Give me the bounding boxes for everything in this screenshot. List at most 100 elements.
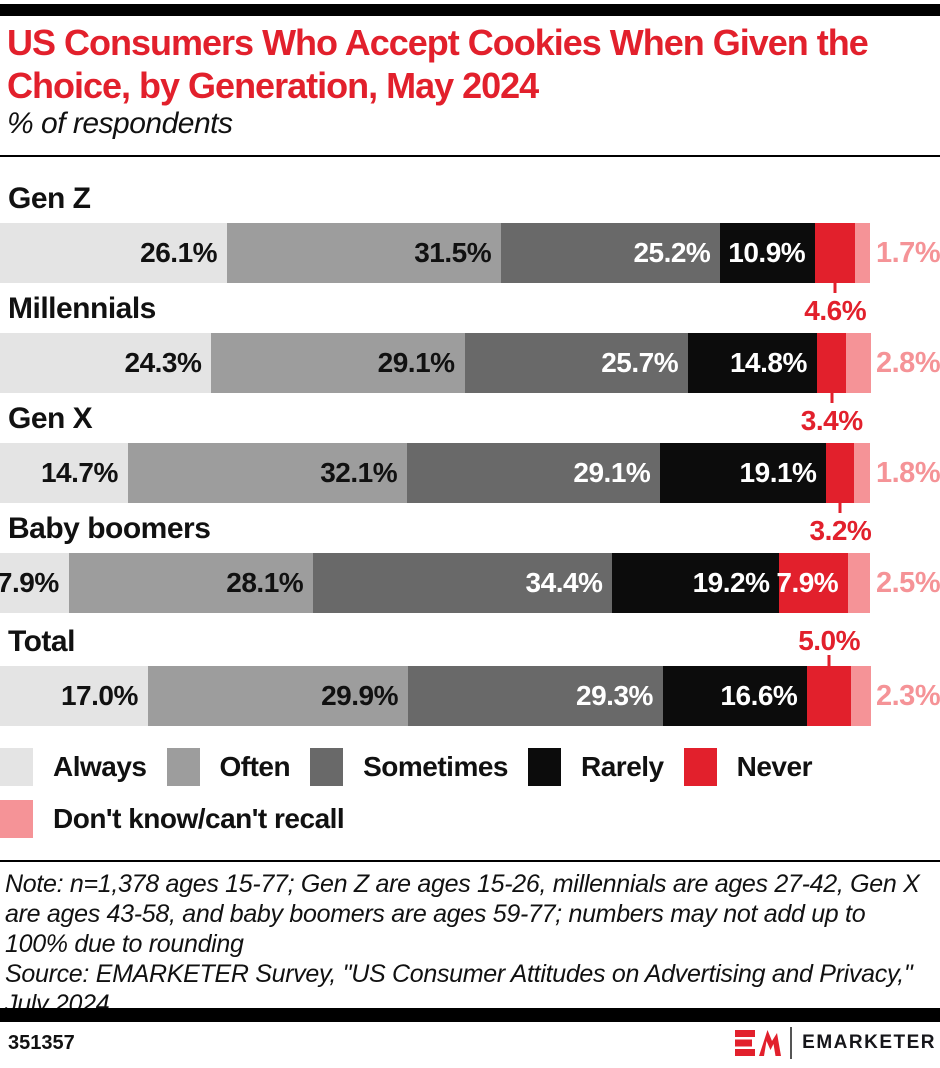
legend-swatch: [310, 748, 344, 786]
logo-wordmark: EMARKETER: [802, 1032, 936, 1053]
notes-divider: [0, 860, 940, 862]
bar-segment: [848, 553, 870, 613]
page-title: US Consumers Who Accept Cookies When Giv…: [7, 22, 869, 106]
segment-value-label: 34.4%: [525, 567, 603, 598]
segment-value-label: 29.1%: [573, 457, 651, 488]
segment-value-label: 16.6%: [720, 680, 798, 711]
legend-item-label: Sometimes: [363, 751, 509, 782]
segment-value-label: 25.2%: [633, 237, 711, 268]
bottom-accent-bar: [0, 1008, 940, 1022]
bar-segment: 32.1%: [127, 443, 408, 503]
em-logo-icon: [735, 1030, 782, 1056]
stacked-bar: 26.1% 31.5% 25.2% 10.9%: [0, 223, 870, 283]
top-accent-bar: [0, 4, 940, 16]
logo-divider: [790, 1027, 793, 1059]
legend-item: Sometimes: [310, 748, 509, 786]
chart-row: Total 5.0% 2.3% 17.0% 29.9% 29.3% 16.6%: [0, 625, 940, 775]
legend-swatch: [0, 748, 33, 786]
emarketer-logo: EMARKETER: [735, 1026, 936, 1060]
segment-value-label: 26.1%: [140, 237, 218, 268]
segment-value-label: 29.1%: [377, 347, 455, 378]
bar-segment: 16.6%: [662, 666, 808, 726]
segment-value-label: 7.9%: [0, 567, 59, 598]
never-tick: [827, 655, 831, 666]
stacked-bar: 17.0% 29.9% 29.3% 16.6%: [0, 666, 871, 726]
legend-row: Always Often Sometimes Rarely Never: [0, 748, 940, 786]
page-subtitle: % of respondents: [7, 107, 233, 140]
chart-row: Millennials 3.4% 2.8% 24.3% 29.1% 25.7% 14.8%: [0, 292, 940, 442]
bar-segment: 7.9%: [776, 553, 849, 613]
bar-segment: [826, 443, 855, 503]
never-value-label: 3.2%: [809, 515, 872, 546]
bar-segment: [846, 333, 871, 393]
legend-swatch: [683, 748, 717, 786]
legend-swatch: [528, 748, 562, 786]
bar-segment: 24.3%: [0, 333, 212, 393]
dont-know-value-label: 2.3%: [876, 680, 940, 712]
segment-value-label: 31.5%: [414, 237, 492, 268]
bar-segment: 29.9%: [147, 666, 409, 726]
bar-segment: [855, 223, 870, 283]
dont-know-value-label: 2.5%: [876, 567, 940, 599]
category-label: Gen X: [8, 402, 93, 435]
bar-segment: [807, 666, 851, 726]
legend-item: Rarely: [528, 748, 664, 786]
legend-item: Don't know/can't recall: [0, 800, 345, 838]
bar-segment: 31.5%: [227, 223, 502, 283]
bar-segment: [850, 666, 871, 726]
segment-value-label: 14.8%: [729, 347, 807, 378]
never-value-label: 5.0%: [798, 625, 861, 656]
bar-segment: [816, 333, 847, 393]
stacked-bar: 24.3% 29.1% 25.7% 14.8%: [0, 333, 871, 393]
bar-segment: 19.2%: [612, 553, 780, 613]
stacked-bar: 7.9% 28.1% 34.4% 19.2% 7.9%: [0, 553, 870, 613]
dont-know-value-label: 1.7%: [876, 237, 940, 269]
bar-segment: 28.1%: [68, 553, 314, 613]
bar-segment: 25.2%: [501, 223, 721, 283]
segment-value-label: 29.9%: [321, 680, 399, 711]
legend-item-label: Never: [736, 751, 813, 782]
never-tick: [830, 393, 834, 403]
chart-id: 351357: [8, 1032, 75, 1054]
bar-segment: 10.9%: [720, 223, 816, 283]
bar-segment: 26.1%: [0, 223, 228, 283]
bar-segment: 29.3%: [408, 666, 663, 726]
legend-item-label: Always: [53, 751, 147, 782]
legend-item-label: Don't know/can't recall: [53, 803, 345, 834]
bar-segment: 29.1%: [407, 443, 661, 503]
bar-segment: 14.8%: [688, 333, 817, 393]
chart-row: Gen Z 4.6% 1.7% 26.1% 31.5% 25.2% 10.9%: [0, 182, 940, 332]
bar-segment: 7.9%: [0, 553, 69, 613]
chart-row: Baby boomers 2.5% 7.9% 28.1% 34.4% 19.2% 7.9%: [0, 512, 940, 662]
note-text: Note: n=1,378 ages 15-77; Gen Z are ages…: [5, 870, 920, 958]
category-label: Total: [8, 625, 75, 658]
bar-segment: 17.0%: [0, 666, 148, 726]
category-label: Gen Z: [8, 182, 91, 215]
legend-row: Don't know/can't recall: [0, 800, 940, 838]
never-tick: [838, 503, 842, 513]
bar-segment: 14.7%: [0, 443, 128, 503]
legend-item-label: Rarely: [581, 751, 664, 782]
chart-row: Gen X 3.2% 1.8% 14.7% 32.1% 29.1% 19.1%: [0, 402, 940, 552]
legend-item: Never: [683, 748, 813, 786]
segment-value-label: 28.1%: [226, 567, 304, 598]
segment-value-label: 14.7%: [40, 457, 118, 488]
legend: Always Often Sometimes Rarely Never Don't kno…: [0, 748, 940, 852]
legend-item: Always: [0, 748, 147, 786]
dont-know-value-label: 2.8%: [876, 347, 940, 379]
legend-item: Often: [166, 748, 291, 786]
segment-value-label: 19.2%: [692, 567, 770, 598]
legend-swatch: [166, 748, 200, 786]
segment-value-label: 17.0%: [60, 680, 138, 711]
category-label: Millennials: [8, 292, 156, 325]
bar-segment: 29.1%: [211, 333, 465, 393]
bar-segment: 34.4%: [313, 553, 613, 613]
never-tick: [833, 283, 837, 293]
dont-know-value-label: 1.8%: [876, 457, 940, 489]
segment-value-label: 19.1%: [739, 457, 817, 488]
segment-value-label: 10.9%: [728, 237, 806, 268]
segment-value-label: 32.1%: [320, 457, 398, 488]
notes-block: Note: n=1,378 ages 15-77; Gen Z are ages…: [5, 869, 930, 1019]
segment-value-label: 7.9%: [776, 567, 839, 598]
bar-segment: [854, 443, 870, 503]
